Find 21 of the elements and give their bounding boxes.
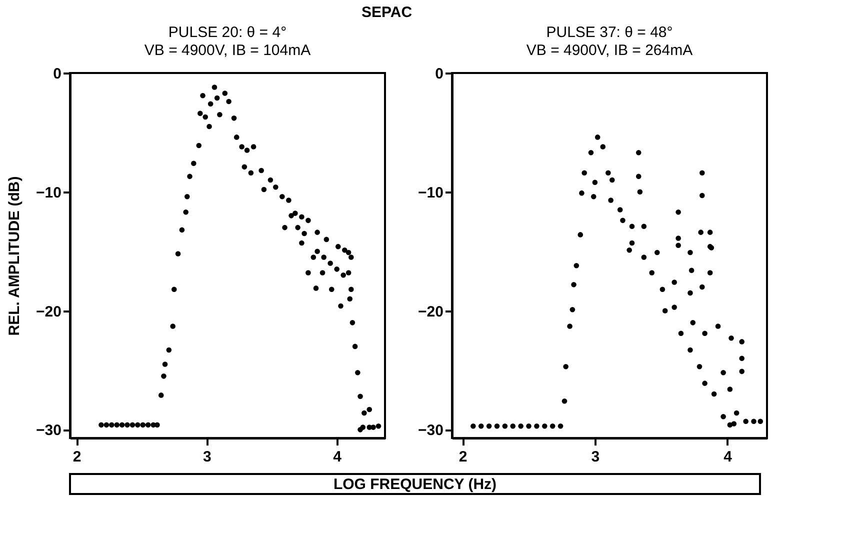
y-tick-label: −30 bbox=[36, 422, 62, 440]
x-axis-title: LOG FREQUENCY (Hz) bbox=[333, 476, 497, 493]
y-tick-label: −20 bbox=[418, 303, 444, 320]
chart-title: PULSE 20: θ = 4° bbox=[168, 24, 287, 41]
chart-subtitle: VB = 4900V, IB = 264mA bbox=[526, 42, 693, 59]
y-tick-label: −10 bbox=[418, 184, 444, 202]
x-tick-label: 2 bbox=[72, 448, 82, 466]
y-tick-label: 0 bbox=[435, 66, 444, 82]
x-tick-label: 3 bbox=[591, 448, 600, 466]
y-tick-label: −10 bbox=[36, 184, 62, 202]
text: SEPAC bbox=[361, 4, 412, 21]
x-tick-label: 2 bbox=[458, 448, 468, 466]
y-axis-title: REL. AMPLITUDE (dB) bbox=[6, 176, 24, 336]
y-tick-label: −30 bbox=[418, 422, 444, 440]
y-tick-label: 0 bbox=[53, 66, 62, 82]
chart-title: PULSE 37: θ = 48° bbox=[546, 24, 673, 41]
x-tick-label: 4 bbox=[333, 448, 342, 466]
chart-subtitle: VB = 4900V, IB = 104mA bbox=[144, 42, 311, 59]
y-tick-label: −20 bbox=[36, 303, 62, 320]
x-tick-label: 4 bbox=[724, 448, 733, 466]
x-tick-label: 3 bbox=[203, 448, 212, 466]
